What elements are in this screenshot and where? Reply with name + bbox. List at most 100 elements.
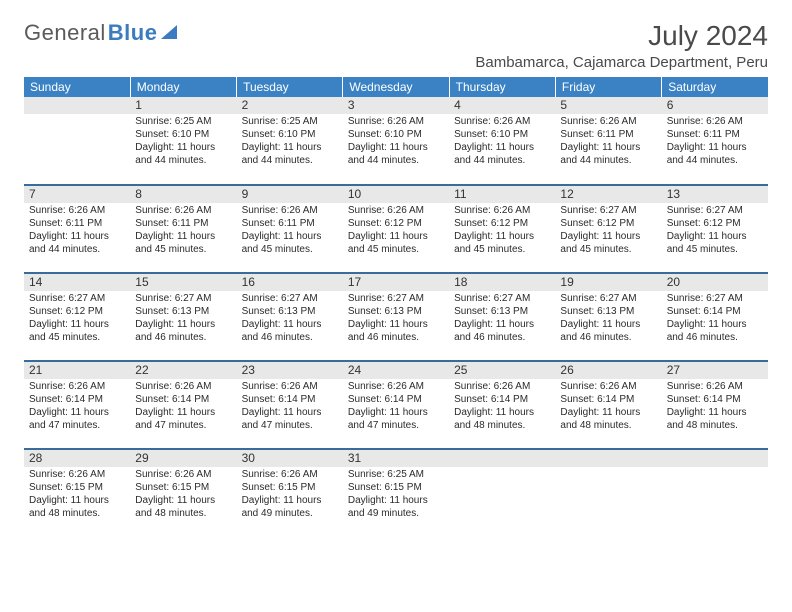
day-info: Sunrise: 6:26 AMSunset: 6:10 PMDaylight:… — [449, 114, 555, 171]
daylight-line: Daylight: 11 hours and 48 minutes. — [454, 406, 550, 432]
empty-daynum — [24, 97, 130, 114]
sunset-line: Sunset: 6:11 PM — [560, 128, 656, 141]
day-number: 2 — [237, 97, 343, 114]
day-info: Sunrise: 6:26 AMSunset: 6:11 PMDaylight:… — [24, 203, 130, 260]
daylight-line: Daylight: 11 hours and 45 minutes. — [667, 230, 763, 256]
sunrise-line: Sunrise: 6:26 AM — [667, 115, 763, 128]
day-cell: 26Sunrise: 6:26 AMSunset: 6:14 PMDayligh… — [555, 361, 661, 449]
daylight-line: Daylight: 11 hours and 47 minutes. — [29, 406, 125, 432]
sunrise-line: Sunrise: 6:26 AM — [560, 380, 656, 393]
day-number: 4 — [449, 97, 555, 114]
sunset-line: Sunset: 6:14 PM — [135, 393, 231, 406]
sunrise-line: Sunrise: 6:26 AM — [135, 468, 231, 481]
sunrise-line: Sunrise: 6:26 AM — [29, 380, 125, 393]
day-cell: 19Sunrise: 6:27 AMSunset: 6:13 PMDayligh… — [555, 273, 661, 361]
sunset-line: Sunset: 6:13 PM — [560, 305, 656, 318]
sunset-line: Sunset: 6:12 PM — [454, 217, 550, 230]
sunset-line: Sunset: 6:12 PM — [29, 305, 125, 318]
sunrise-line: Sunrise: 6:27 AM — [560, 204, 656, 217]
title-block: July 2024 Bambamarca, Cajamarca Departme… — [475, 20, 768, 71]
day-number: 17 — [343, 274, 449, 291]
page-header: General Blue July 2024 Bambamarca, Cajam… — [24, 20, 768, 71]
day-cell: 5Sunrise: 6:26 AMSunset: 6:11 PMDaylight… — [555, 97, 661, 185]
sunrise-line: Sunrise: 6:26 AM — [454, 380, 550, 393]
day-cell: 11Sunrise: 6:26 AMSunset: 6:12 PMDayligh… — [449, 185, 555, 273]
sunset-line: Sunset: 6:15 PM — [242, 481, 338, 494]
sunset-line: Sunset: 6:15 PM — [29, 481, 125, 494]
day-number: 28 — [24, 450, 130, 467]
empty-daynum — [449, 450, 555, 467]
sunrise-line: Sunrise: 6:26 AM — [242, 468, 338, 481]
sunrise-line: Sunrise: 6:26 AM — [667, 380, 763, 393]
weekday-header: Sunday — [24, 77, 130, 97]
weekday-header: Tuesday — [237, 77, 343, 97]
day-number: 25 — [449, 362, 555, 379]
day-number: 21 — [24, 362, 130, 379]
day-number: 9 — [237, 186, 343, 203]
daylight-line: Daylight: 11 hours and 45 minutes. — [348, 230, 444, 256]
day-cell: 17Sunrise: 6:27 AMSunset: 6:13 PMDayligh… — [343, 273, 449, 361]
sunrise-line: Sunrise: 6:26 AM — [29, 204, 125, 217]
day-number: 19 — [555, 274, 661, 291]
day-info: Sunrise: 6:26 AMSunset: 6:14 PMDaylight:… — [449, 379, 555, 436]
daylight-line: Daylight: 11 hours and 45 minutes. — [560, 230, 656, 256]
calendar-row: 21Sunrise: 6:26 AMSunset: 6:14 PMDayligh… — [24, 361, 768, 449]
day-cell: 2Sunrise: 6:25 AMSunset: 6:10 PMDaylight… — [237, 97, 343, 185]
day-cell: 8Sunrise: 6:26 AMSunset: 6:11 PMDaylight… — [130, 185, 236, 273]
empty-cell — [449, 449, 555, 537]
day-info: Sunrise: 6:26 AMSunset: 6:12 PMDaylight:… — [449, 203, 555, 260]
calendar-row: 1Sunrise: 6:25 AMSunset: 6:10 PMDaylight… — [24, 97, 768, 185]
daylight-line: Daylight: 11 hours and 44 minutes. — [454, 141, 550, 167]
daylight-line: Daylight: 11 hours and 48 minutes. — [667, 406, 763, 432]
sunset-line: Sunset: 6:10 PM — [454, 128, 550, 141]
day-cell: 14Sunrise: 6:27 AMSunset: 6:12 PMDayligh… — [24, 273, 130, 361]
day-info: Sunrise: 6:26 AMSunset: 6:15 PMDaylight:… — [237, 467, 343, 524]
day-info: Sunrise: 6:26 AMSunset: 6:15 PMDaylight:… — [130, 467, 236, 524]
daylight-line: Daylight: 11 hours and 47 minutes. — [348, 406, 444, 432]
day-cell: 31Sunrise: 6:25 AMSunset: 6:15 PMDayligh… — [343, 449, 449, 537]
empty-cell — [24, 97, 130, 185]
day-cell: 18Sunrise: 6:27 AMSunset: 6:13 PMDayligh… — [449, 273, 555, 361]
day-cell: 1Sunrise: 6:25 AMSunset: 6:10 PMDaylight… — [130, 97, 236, 185]
sunset-line: Sunset: 6:14 PM — [667, 305, 763, 318]
sunrise-line: Sunrise: 6:27 AM — [667, 204, 763, 217]
sunset-line: Sunset: 6:11 PM — [29, 217, 125, 230]
sunrise-line: Sunrise: 6:26 AM — [135, 380, 231, 393]
daylight-line: Daylight: 11 hours and 48 minutes. — [135, 494, 231, 520]
daylight-line: Daylight: 11 hours and 48 minutes. — [29, 494, 125, 520]
day-number: 24 — [343, 362, 449, 379]
sunset-line: Sunset: 6:12 PM — [560, 217, 656, 230]
sunset-line: Sunset: 6:12 PM — [348, 217, 444, 230]
month-title: July 2024 — [475, 20, 768, 52]
day-info: Sunrise: 6:27 AMSunset: 6:12 PMDaylight:… — [24, 291, 130, 348]
daylight-line: Daylight: 11 hours and 45 minutes. — [135, 230, 231, 256]
daylight-line: Daylight: 11 hours and 49 minutes. — [348, 494, 444, 520]
day-cell: 4Sunrise: 6:26 AMSunset: 6:10 PMDaylight… — [449, 97, 555, 185]
day-number: 27 — [662, 362, 768, 379]
weekday-header: Wednesday — [343, 77, 449, 97]
sunset-line: Sunset: 6:11 PM — [242, 217, 338, 230]
empty-cell — [555, 449, 661, 537]
daylight-line: Daylight: 11 hours and 45 minutes. — [29, 318, 125, 344]
empty-daynum — [662, 450, 768, 467]
logo: General Blue — [24, 20, 177, 46]
day-cell: 24Sunrise: 6:26 AMSunset: 6:14 PMDayligh… — [343, 361, 449, 449]
daylight-line: Daylight: 11 hours and 45 minutes. — [454, 230, 550, 256]
day-info: Sunrise: 6:27 AMSunset: 6:14 PMDaylight:… — [662, 291, 768, 348]
daylight-line: Daylight: 11 hours and 48 minutes. — [560, 406, 656, 432]
day-number: 18 — [449, 274, 555, 291]
day-info: Sunrise: 6:26 AMSunset: 6:14 PMDaylight:… — [662, 379, 768, 436]
day-number: 31 — [343, 450, 449, 467]
day-info: Sunrise: 6:27 AMSunset: 6:13 PMDaylight:… — [555, 291, 661, 348]
sunrise-line: Sunrise: 6:25 AM — [135, 115, 231, 128]
calendar-row: 28Sunrise: 6:26 AMSunset: 6:15 PMDayligh… — [24, 449, 768, 537]
sunset-line: Sunset: 6:13 PM — [454, 305, 550, 318]
day-cell: 15Sunrise: 6:27 AMSunset: 6:13 PMDayligh… — [130, 273, 236, 361]
daylight-line: Daylight: 11 hours and 44 minutes. — [29, 230, 125, 256]
daylight-line: Daylight: 11 hours and 46 minutes. — [667, 318, 763, 344]
day-info: Sunrise: 6:27 AMSunset: 6:12 PMDaylight:… — [555, 203, 661, 260]
day-info: Sunrise: 6:26 AMSunset: 6:11 PMDaylight:… — [662, 114, 768, 171]
daylight-line: Daylight: 11 hours and 44 minutes. — [667, 141, 763, 167]
day-info: Sunrise: 6:26 AMSunset: 6:14 PMDaylight:… — [343, 379, 449, 436]
sunrise-line: Sunrise: 6:26 AM — [348, 204, 444, 217]
